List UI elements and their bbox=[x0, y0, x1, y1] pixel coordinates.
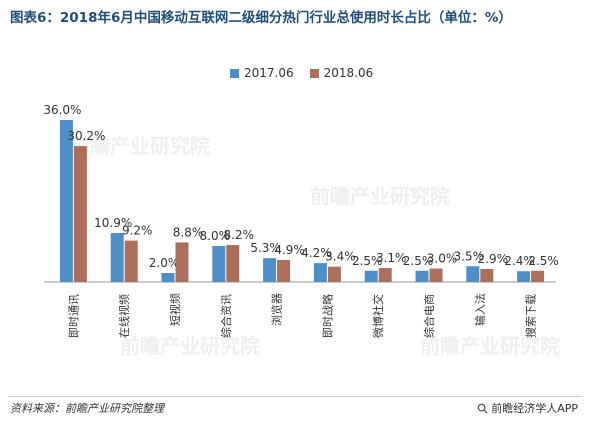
value-label-2018-2: 8.8% bbox=[173, 225, 204, 239]
value-label-2018-3: 8.2% bbox=[224, 228, 255, 242]
value-label-2018-1: 9.2% bbox=[122, 224, 153, 238]
value-label-2018-4: 4.9% bbox=[274, 243, 305, 257]
value-label-2017-4: 5.3% bbox=[250, 241, 281, 255]
category-label-9: 搜索下载 bbox=[524, 294, 538, 338]
bar-2017-2 bbox=[161, 273, 175, 282]
category-label-4: 浏览器 bbox=[270, 293, 284, 326]
bar-2018-5 bbox=[327, 266, 341, 282]
legend: 2017.06 2018.06 bbox=[230, 66, 373, 80]
category-label-6: 微博社交 bbox=[371, 294, 385, 338]
category-label-5: 即时战略 bbox=[320, 294, 334, 338]
bar-2018-2 bbox=[175, 242, 189, 282]
bar-2018-1 bbox=[124, 240, 138, 282]
bar-2017-9 bbox=[517, 271, 531, 282]
value-label-2018-0: 30.2% bbox=[67, 129, 105, 143]
bar-2018-8 bbox=[480, 268, 494, 282]
value-label-2017-8: 3.5% bbox=[454, 249, 485, 263]
bar-2018-4 bbox=[277, 259, 291, 282]
legend-swatch-2017 bbox=[230, 68, 239, 78]
chart-title: 图表6：2018年6月中国移动互联网二级细分热门行业总使用时长占比（单位：%） bbox=[10, 10, 512, 26]
value-label-2017-3: 8.0% bbox=[200, 229, 231, 243]
bar-2017-4 bbox=[263, 258, 277, 282]
category-label-2: 短视频 bbox=[168, 293, 182, 326]
app-credit: 前瞻经济学人APP bbox=[477, 400, 578, 416]
legend-item-2017: 2017.06 bbox=[230, 66, 294, 80]
value-label-2017-5: 4.2% bbox=[301, 246, 332, 260]
footer-divider bbox=[8, 396, 582, 397]
legend-item-2018: 2018.06 bbox=[309, 66, 374, 80]
search-icon bbox=[477, 403, 488, 414]
value-label-2017-7: 2.5% bbox=[403, 254, 434, 268]
value-label-2018-6: 3.1% bbox=[376, 251, 407, 265]
legend-label-2018: 2018.06 bbox=[323, 66, 374, 80]
value-label-2017-2: 2.0% bbox=[149, 256, 180, 270]
bar-2017-0 bbox=[59, 120, 73, 282]
category-label-0: 即时通讯 bbox=[67, 294, 80, 338]
app-credit-label: 前瞻经济学人APP bbox=[491, 402, 578, 415]
category-label-3: 综合资讯 bbox=[219, 294, 233, 338]
bar-chart: 36.0% 30.2% 即时通讯 10.9%9.2% 在线视频 2.0% 8.8% 短视频 8.… bbox=[43, 103, 559, 338]
bar-2018-9 bbox=[531, 270, 545, 282]
value-label-2018-5: 3.4% bbox=[325, 250, 356, 264]
category-label-8: 输入法 bbox=[473, 293, 487, 326]
bar-2018-7 bbox=[429, 268, 443, 282]
source-note: 资料来源：前瞻产业研究院整理 bbox=[10, 402, 164, 415]
legend-swatch-2018 bbox=[309, 68, 319, 78]
bar-2017-8 bbox=[466, 266, 480, 282]
value-label-2017-0: 36.0% bbox=[43, 103, 81, 117]
value-label-2017-9: 2.4% bbox=[504, 254, 535, 268]
bar-2018-6 bbox=[378, 268, 392, 282]
value-label-2018-7: 3.0% bbox=[427, 252, 458, 266]
value-label-2018-9: 2.5% bbox=[528, 254, 559, 268]
bar-2018-3 bbox=[226, 245, 240, 282]
value-label-2017-6: 2.5% bbox=[352, 254, 383, 268]
bar-2017-1 bbox=[110, 232, 124, 282]
value-label-2018-8: 2.9% bbox=[478, 252, 509, 266]
bar-2017-6 bbox=[364, 270, 378, 282]
value-label-2017-1: 10.9% bbox=[94, 216, 132, 230]
bar-2018-0 bbox=[73, 146, 87, 282]
legend-label-2017: 2017.06 bbox=[244, 66, 294, 80]
bar-2017-5 bbox=[313, 263, 327, 282]
category-label-1: 在线视频 bbox=[117, 294, 131, 338]
bar-2017-7 bbox=[415, 270, 429, 282]
bar-2017-3 bbox=[212, 246, 226, 282]
category-label-7: 综合电商 bbox=[422, 294, 436, 338]
